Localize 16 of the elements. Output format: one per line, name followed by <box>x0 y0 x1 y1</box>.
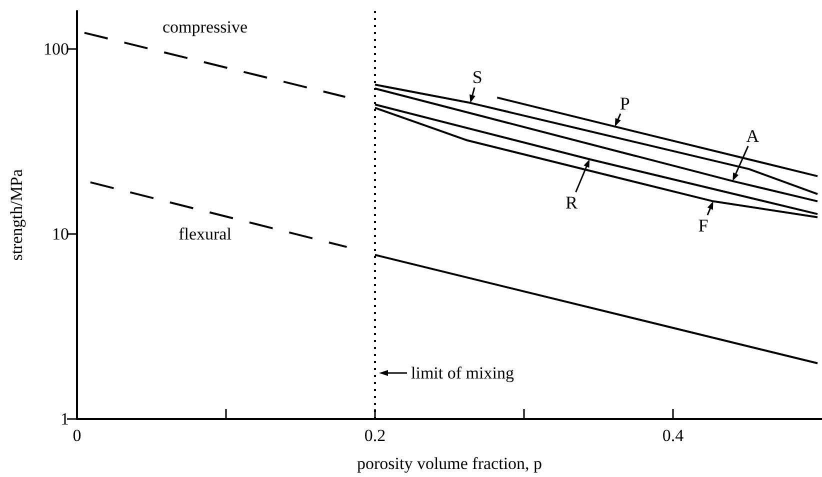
x-tick-label: 0 <box>72 426 82 445</box>
annotation: P <box>620 94 630 114</box>
annotation: S <box>472 66 482 87</box>
y-tick-label: 10 <box>52 224 69 244</box>
x-axis-title: porosity volume fraction, p <box>356 454 542 473</box>
y-tick-label: 1 <box>60 410 69 428</box>
ref-line-label: limit of mixing <box>411 364 514 382</box>
annotation: F <box>698 215 708 236</box>
y-axis-title: strength/MPa <box>7 168 26 261</box>
annotation: A <box>746 126 760 146</box>
x-tick-label: 0.2 <box>364 426 386 445</box>
x-tick-label: 0.4 <box>662 426 684 445</box>
y-tick-label: 100 <box>44 39 69 58</box>
annotation: flexural <box>178 224 232 244</box>
annotation: R <box>566 192 578 212</box>
annotation: compressive <box>162 18 248 36</box>
